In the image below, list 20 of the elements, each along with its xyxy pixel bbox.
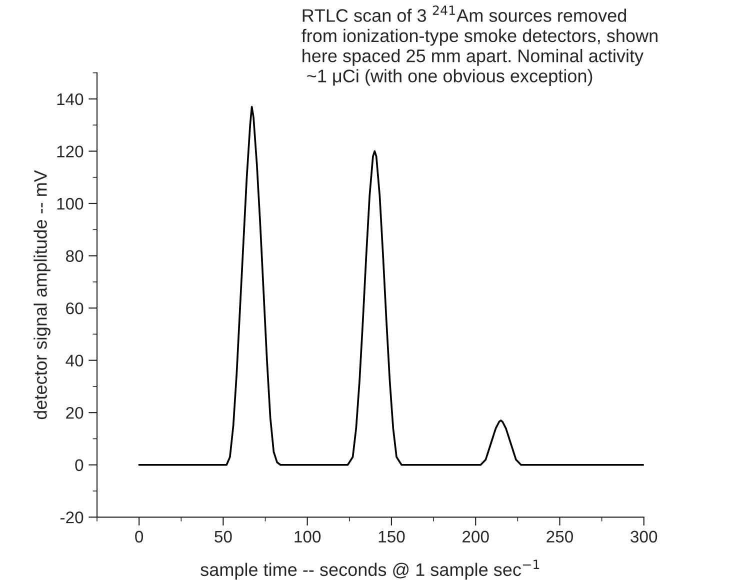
chart-title: RTLC scan of 3 $^{241}$Am sources removed from ionization-type smoke detectors, shown here spaced 25 mm apart. Nominal activity ~1 μCi (with one obvious exception) [302, 5, 658, 86]
x-tick-label: 150 [378, 530, 405, 543]
y-tick-label: 120 [57, 146, 84, 158]
y-tick-label: -20 [60, 512, 84, 524]
y-tick-label: 20 [66, 406, 84, 419]
y-tick-label: 80 [66, 250, 84, 262]
x-tick-label: 0 [135, 530, 144, 543]
x-tick-label: 50 [214, 530, 232, 543]
y-tick-label: 40 [66, 354, 84, 367]
y-tick-label: 140 [57, 93, 84, 106]
x-tick-label: 300 [630, 530, 658, 543]
y-tick-label: 60 [66, 302, 84, 314]
x-tick-label: 100 [294, 530, 321, 543]
x-tick-label: 250 [546, 530, 573, 543]
x-axis-title: sample time -- seconds @ 1 sample sec$^{−1}$ [200, 560, 540, 580]
y-tick-label: 0 [75, 459, 84, 472]
x-tick-label: 200 [462, 530, 489, 543]
y-axis-title: detector signal amplitude -- mV [34, 170, 50, 420]
line-series [138, 106, 644, 466]
y-tick-label: 100 [57, 198, 84, 210]
